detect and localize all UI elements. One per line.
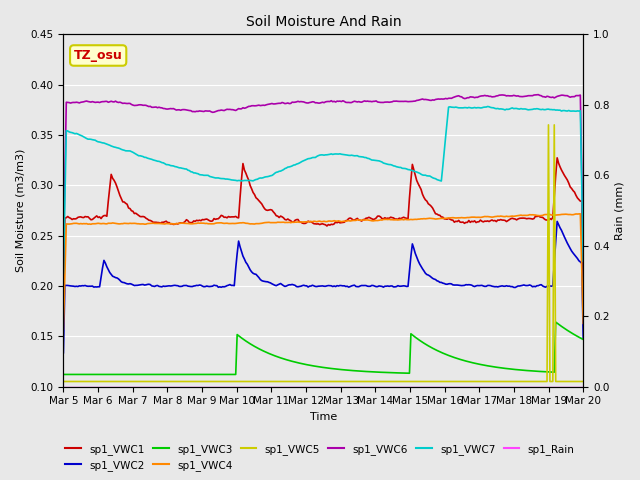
sp1_VWC7 xyxy=(484,104,492,109)
Legend: sp1_VWC1, sp1_VWC2, sp1_VWC3, sp1_VWC4, sp1_VWC5, sp1_VWC6, sp1_VWC7, sp1_Rain: sp1_VWC1, sp1_VWC2, sp1_VWC3, sp1_VWC4, … xyxy=(61,439,579,475)
sp1_VWC5 xyxy=(60,379,67,384)
sp1_VWC1 xyxy=(287,218,294,224)
sp1_VWC4 xyxy=(232,221,239,227)
sp1_VWC6 xyxy=(579,249,587,255)
sp1_VWC6 xyxy=(287,100,294,106)
sp1_VWC4 xyxy=(214,220,222,226)
sp1_VWC4 xyxy=(124,221,131,227)
sp1_VWC2 xyxy=(124,281,131,287)
sp1_VWC7 xyxy=(214,175,222,181)
sp1_VWC7 xyxy=(287,164,294,169)
Line: sp1_VWC2: sp1_VWC2 xyxy=(63,221,583,353)
sp1_VWC5 xyxy=(552,379,559,384)
sp1_VWC1 xyxy=(241,167,248,173)
sp1_Rain xyxy=(241,384,248,389)
sp1_VWC5 xyxy=(214,379,222,384)
sp1_VWC3 xyxy=(214,372,222,377)
Text: TZ_osu: TZ_osu xyxy=(74,49,122,62)
sp1_VWC4 xyxy=(577,211,584,216)
sp1_Rain xyxy=(124,384,131,389)
sp1_Rain xyxy=(550,384,558,389)
sp1_VWC3 xyxy=(232,372,239,377)
sp1_VWC2 xyxy=(554,218,561,224)
Line: sp1_VWC4: sp1_VWC4 xyxy=(63,214,583,329)
sp1_VWC2 xyxy=(214,284,222,290)
sp1_VWC2 xyxy=(232,265,239,271)
sp1_VWC2 xyxy=(579,336,587,341)
sp1_VWC5 xyxy=(579,379,587,384)
sp1_VWC4 xyxy=(579,321,587,326)
sp1_VWC6 xyxy=(241,106,248,111)
Line: sp1_VWC3: sp1_VWC3 xyxy=(63,322,583,374)
sp1_VWC4 xyxy=(60,326,67,332)
sp1_VWC6 xyxy=(552,94,559,100)
sp1_VWC3 xyxy=(241,337,248,343)
sp1_VWC1 xyxy=(60,305,67,311)
sp1_VWC5 xyxy=(241,379,248,384)
sp1_VWC7 xyxy=(124,148,131,154)
sp1_VWC3 xyxy=(552,319,559,325)
sp1_VWC6 xyxy=(124,101,131,107)
sp1_VWC4 xyxy=(287,220,294,226)
sp1_VWC5 xyxy=(124,379,131,384)
sp1_VWC6 xyxy=(60,253,67,259)
sp1_VWC7 xyxy=(232,178,239,183)
sp1_VWC6 xyxy=(534,92,542,97)
sp1_VWC2 xyxy=(550,260,558,265)
sp1_VWC3 xyxy=(60,372,67,377)
sp1_VWC7 xyxy=(552,107,559,113)
Y-axis label: Soil Moisture (m3/m3): Soil Moisture (m3/m3) xyxy=(15,149,25,272)
Line: sp1_VWC1: sp1_VWC1 xyxy=(63,158,583,308)
sp1_VWC2 xyxy=(241,256,248,262)
sp1_VWC7 xyxy=(60,270,67,276)
sp1_VWC2 xyxy=(60,350,67,356)
sp1_VWC1 xyxy=(550,192,558,198)
sp1_VWC1 xyxy=(232,214,239,219)
sp1_Rain xyxy=(579,384,587,389)
sp1_Rain xyxy=(232,384,239,389)
sp1_VWC7 xyxy=(241,178,248,183)
sp1_VWC1 xyxy=(214,216,222,222)
sp1_VWC1 xyxy=(554,155,561,161)
sp1_VWC1 xyxy=(124,201,131,207)
Line: sp1_VWC7: sp1_VWC7 xyxy=(63,107,583,273)
sp1_VWC5 xyxy=(287,379,294,384)
sp1_Rain xyxy=(214,384,222,389)
sp1_VWC3 xyxy=(550,369,558,375)
Line: sp1_VWC6: sp1_VWC6 xyxy=(63,95,583,256)
sp1_VWC3 xyxy=(579,336,587,342)
sp1_VWC4 xyxy=(550,212,558,218)
Line: sp1_VWC5: sp1_VWC5 xyxy=(63,125,583,382)
sp1_VWC3 xyxy=(124,372,131,377)
Title: Soil Moisture And Rain: Soil Moisture And Rain xyxy=(246,15,401,29)
sp1_Rain xyxy=(60,384,67,389)
sp1_VWC1 xyxy=(579,294,587,300)
sp1_VWC5 xyxy=(232,379,239,384)
sp1_VWC7 xyxy=(579,258,587,264)
sp1_VWC6 xyxy=(214,108,222,113)
sp1_Rain xyxy=(287,384,294,389)
X-axis label: Time: Time xyxy=(310,412,337,422)
sp1_VWC5 xyxy=(545,122,552,128)
sp1_VWC3 xyxy=(287,358,294,364)
sp1_VWC2 xyxy=(287,282,294,288)
sp1_VWC4 xyxy=(241,220,248,226)
Y-axis label: Rain (mm): Rain (mm) xyxy=(615,181,625,240)
sp1_VWC6 xyxy=(232,108,239,113)
